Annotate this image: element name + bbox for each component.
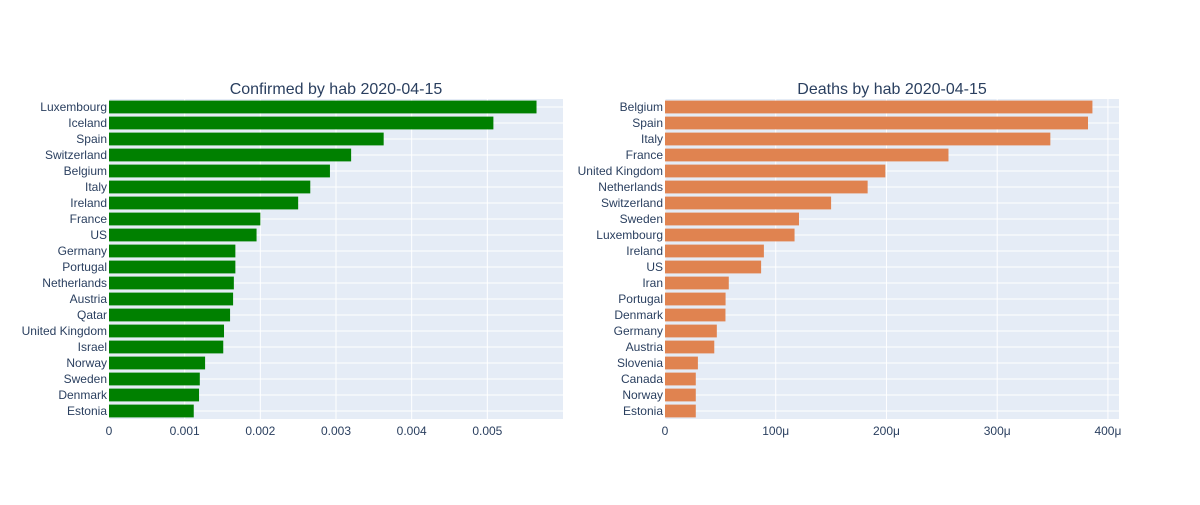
bar-deaths-6 <box>665 196 832 210</box>
category-label-confirmed: Switzerland <box>45 148 107 162</box>
category-label-confirmed: Iceland <box>68 116 107 130</box>
bar-deaths-11 <box>665 276 729 290</box>
category-label-deaths: Iran <box>642 276 663 290</box>
x-tick-label-deaths: 0 <box>662 424 669 438</box>
category-label-deaths: Denmark <box>614 308 664 322</box>
x-tick-label-confirmed: 0.003 <box>321 424 351 438</box>
bar-confirmed-2 <box>109 132 384 146</box>
bar-deaths-9 <box>665 244 764 258</box>
bar-confirmed-0 <box>109 100 537 114</box>
category-label-deaths: Switzerland <box>601 196 663 210</box>
bar-deaths-2 <box>665 132 1051 146</box>
bar-deaths-4 <box>665 164 886 178</box>
bar-deaths-3 <box>665 148 949 162</box>
bar-confirmed-19 <box>109 404 194 418</box>
chart-title-deaths: Deaths by hab 2020-04-15 <box>797 81 987 98</box>
chart-title-confirmed: Confirmed by hab 2020-04-15 <box>230 81 443 98</box>
bar-confirmed-12 <box>109 292 234 306</box>
bar-confirmed-3 <box>109 148 352 162</box>
bar-deaths-14 <box>665 324 717 338</box>
bar-confirmed-14 <box>109 324 225 338</box>
x-tick-label-deaths: 100μ <box>762 424 789 438</box>
category-label-confirmed: Belgium <box>64 164 107 178</box>
category-label-deaths: Sweden <box>620 212 663 226</box>
category-label-confirmed: Sweden <box>64 372 107 386</box>
category-label-confirmed: Ireland <box>70 196 107 210</box>
bar-confirmed-18 <box>109 388 200 402</box>
x-tick-label-confirmed: 0.004 <box>397 424 427 438</box>
bar-deaths-18 <box>665 388 696 402</box>
bar-confirmed-4 <box>109 164 330 178</box>
bar-confirmed-8 <box>109 228 257 242</box>
category-label-deaths: Spain <box>632 116 663 130</box>
category-label-deaths: Estonia <box>623 404 663 418</box>
category-label-deaths: Luxembourg <box>596 228 663 242</box>
x-tick-label-confirmed: 0.005 <box>472 424 502 438</box>
category-label-deaths: Portugal <box>618 292 663 306</box>
category-label-confirmed: Denmark <box>58 388 108 402</box>
bar-deaths-10 <box>665 260 762 274</box>
bar-deaths-19 <box>665 404 696 418</box>
bar-confirmed-16 <box>109 356 206 370</box>
bar-confirmed-6 <box>109 196 299 210</box>
category-label-confirmed: Israel <box>78 340 107 354</box>
category-label-confirmed: Italy <box>85 180 107 194</box>
category-label-deaths: United Kingdom <box>578 164 663 178</box>
category-label-confirmed: Spain <box>76 132 107 146</box>
bar-deaths-0 <box>665 100 1093 114</box>
bar-confirmed-5 <box>109 180 311 194</box>
category-label-confirmed: Netherlands <box>42 276 107 290</box>
bar-confirmed-13 <box>109 308 231 322</box>
category-label-deaths: Canada <box>621 372 663 386</box>
category-label-confirmed: Germany <box>58 244 107 258</box>
bar-confirmed-9 <box>109 244 236 258</box>
category-label-confirmed: Estonia <box>67 404 107 418</box>
bar-deaths-1 <box>665 116 1088 130</box>
bar-deaths-12 <box>665 292 726 306</box>
category-label-deaths: Italy <box>641 132 663 146</box>
bar-deaths-7 <box>665 212 799 226</box>
x-tick-label-deaths: 400μ <box>1094 424 1121 438</box>
bar-confirmed-17 <box>109 372 200 386</box>
x-tick-label-confirmed: 0.002 <box>245 424 275 438</box>
bar-confirmed-10 <box>109 260 236 274</box>
category-label-confirmed: Qatar <box>77 308 107 322</box>
bar-deaths-15 <box>665 340 715 354</box>
bar-deaths-17 <box>665 372 696 386</box>
category-label-confirmed: United Kingdom <box>22 324 107 338</box>
category-label-confirmed: Portugal <box>62 260 107 274</box>
bar-confirmed-1 <box>109 116 494 130</box>
bar-deaths-5 <box>665 180 868 194</box>
category-label-deaths: Slovenia <box>617 356 663 370</box>
plot-area-deaths <box>665 99 1119 419</box>
bar-confirmed-7 <box>109 212 261 226</box>
x-tick-label-confirmed: 0 <box>106 424 113 438</box>
category-label-deaths: Ireland <box>626 244 663 258</box>
category-label-deaths: Netherlands <box>598 180 663 194</box>
category-label-deaths: France <box>626 148 664 162</box>
bar-deaths-16 <box>665 356 698 370</box>
bar-deaths-8 <box>665 228 795 242</box>
x-tick-label-confirmed: 0.001 <box>170 424 200 438</box>
category-label-deaths: Germany <box>614 324 663 338</box>
bar-confirmed-11 <box>109 276 234 290</box>
x-tick-label-deaths: 300μ <box>984 424 1011 438</box>
category-label-confirmed: Austria <box>70 292 108 306</box>
category-label-deaths: US <box>646 260 663 274</box>
bar-deaths-13 <box>665 308 726 322</box>
category-label-confirmed: US <box>90 228 107 242</box>
category-label-confirmed: Norway <box>66 356 107 370</box>
category-label-deaths: Norway <box>622 388 663 402</box>
x-tick-label-deaths: 200μ <box>873 424 900 438</box>
category-label-deaths: Belgium <box>620 100 663 114</box>
category-label-deaths: Austria <box>626 340 664 354</box>
bar-confirmed-15 <box>109 340 224 354</box>
category-label-confirmed: France <box>70 212 108 226</box>
category-label-confirmed: Luxembourg <box>40 100 107 114</box>
